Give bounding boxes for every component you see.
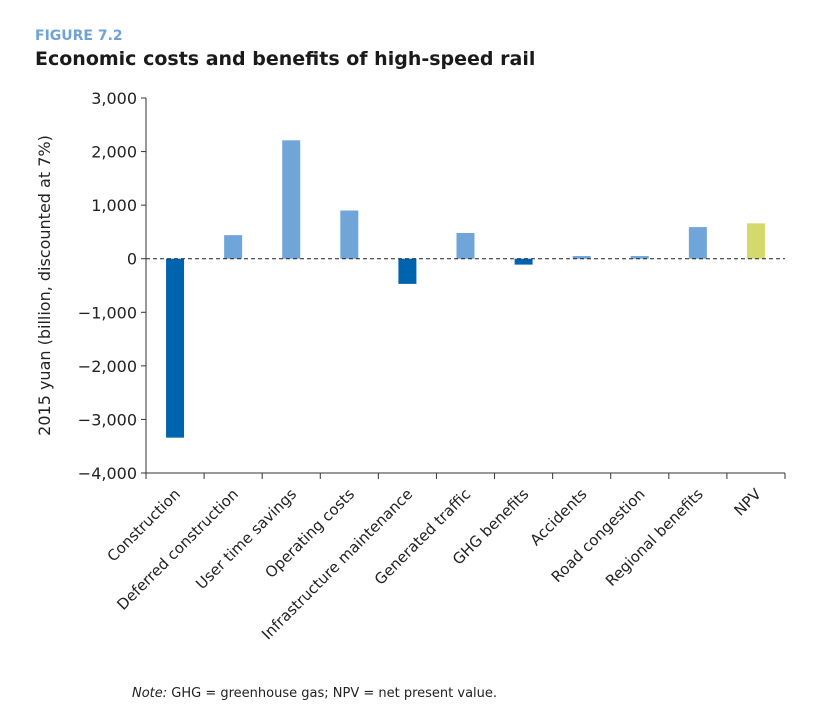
bar-deferred-construction — [224, 235, 243, 259]
bar-infrastructure-maintenance — [398, 258, 417, 284]
y-tick-label: −2,000 — [78, 357, 137, 376]
y-axis-label: 2015 yuan (billion, discounted at 7%) — [35, 135, 54, 436]
bar-regional-benefits — [688, 227, 707, 259]
y-tick-label: −3,000 — [78, 410, 137, 429]
y-tick-label: 2,000 — [91, 143, 137, 162]
x-tick-label: Regional benefits — [602, 485, 707, 590]
figure-label: FIGURE 7.2 — [35, 28, 123, 44]
y-tick-label: −4,000 — [78, 464, 137, 483]
y-tick-label: 0 — [127, 250, 137, 269]
bar-ghg-benefits — [514, 258, 533, 265]
y-tick-label: 3,000 — [91, 89, 137, 108]
x-tick-label: User time savings — [192, 485, 300, 593]
bar-npv — [746, 223, 765, 259]
note: Note: GHG = greenhouse gas; NPV = net pr… — [132, 686, 497, 701]
y-tick-label: 1,000 — [91, 196, 137, 215]
bar-generated-traffic — [456, 233, 475, 259]
x-tick-label: NPV — [730, 485, 765, 520]
y-tick-label: −1,000 — [78, 303, 137, 322]
bar-operating-costs — [340, 210, 359, 259]
chart-title: Economic costs and benefits of high-spee… — [35, 48, 536, 70]
bar-user-time-savings — [282, 140, 301, 259]
note-text: GHG = greenhouse gas; NPV = net present … — [167, 686, 498, 701]
note-prefix: Note: — [132, 686, 168, 701]
bar-accidents — [572, 256, 591, 259]
x-tick-label: Generated traffic — [371, 485, 474, 588]
bar-construction — [166, 258, 185, 438]
bar-road-congestion — [630, 256, 649, 259]
